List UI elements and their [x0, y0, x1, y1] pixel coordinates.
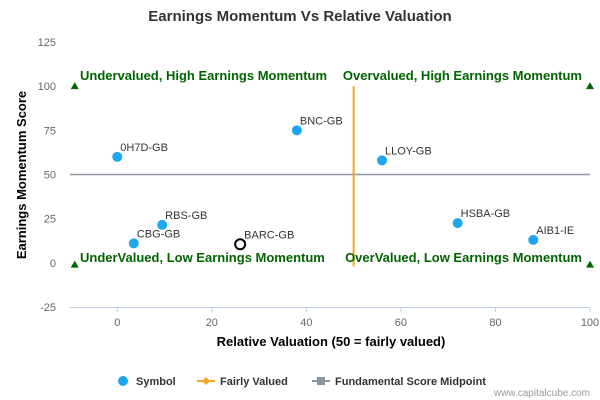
y-tick-label: 100 [38, 81, 56, 93]
corner-markers [70, 82, 594, 268]
data-points: 0H7D-GB BNC-GB LLOY-GB RBS-GB CBG-GB HSBA-GB A… [112, 115, 574, 251]
data-point-label: CBG-GB [137, 228, 180, 240]
legend-symbol-marker [118, 376, 128, 386]
y-tick-label: 75 [44, 125, 56, 137]
legend-item-midpoint[interactable]: Fundamental Score Midpoint [312, 376, 486, 388]
data-point-cbg-gb[interactable] [128, 238, 139, 249]
legend-midpoint-label: Fundamental Score Midpoint [335, 376, 486, 388]
data-point-rbs-gb[interactable] [157, 219, 168, 230]
credit-text[interactable]: www.capitalcube.com [493, 388, 590, 399]
x-tick-label: 60 [395, 317, 407, 329]
data-point-lloy-gb[interactable] [377, 155, 387, 166]
data-point-label: LLOY-GB [385, 145, 432, 157]
legend-fairly-valued-label: Fairly Valued [220, 376, 288, 388]
quadrant-label-bottom-left: UnderValued, Low Earnings Momentum [80, 250, 325, 265]
highlighted-point-label: BARC-GB [244, 229, 294, 241]
legend-item-fairly-valued[interactable]: Fairly Valued [197, 376, 288, 388]
legend-midpoint-marker [317, 377, 325, 385]
x-tick-label: 80 [489, 317, 501, 329]
x-tick-label: 40 [300, 317, 312, 329]
corner-triangle-marker [586, 260, 594, 268]
data-point-label: RBS-GB [165, 210, 207, 222]
x-tick-label: 20 [206, 317, 218, 329]
y-tick-label: 125 [38, 37, 56, 49]
data-point-aib1-ie[interactable] [528, 234, 539, 245]
y-axis-ticks: -25 0 25 50 75 100 125 [38, 37, 56, 314]
corner-triangle-marker [586, 82, 594, 90]
y-tick-label: 25 [44, 214, 56, 226]
legend: Symbol Fairly Valued Fundamental Score M… [118, 376, 486, 388]
y-tick-label: 0 [50, 258, 56, 270]
data-point-label: HSBA-GB [461, 208, 511, 220]
x-tick-label: 0 [114, 317, 120, 329]
quadrant-label-bottom-right: OverValued, Low Earnings Momentum [345, 250, 582, 265]
data-point-label: BNC-GB [300, 115, 343, 127]
legend-symbol-label: Symbol [136, 376, 176, 388]
x-axis-title: Relative Valuation (50 = fairly valued) [217, 334, 446, 349]
data-point-label: AIB1-IE [536, 225, 574, 237]
quadrant-label-top-left: Undervalued, High Earnings Momentum [80, 68, 327, 83]
y-tick-label: 50 [44, 170, 56, 182]
corner-triangle-marker [70, 260, 79, 268]
x-axis-ticks: 0 20 40 60 80 100 [114, 307, 599, 329]
legend-fairly-valued-marker [202, 377, 210, 385]
y-tick-label: -25 [40, 302, 56, 314]
highlighted-point-barc-gb[interactable] [234, 238, 247, 251]
data-point-bnc-gb[interactable] [291, 125, 302, 136]
data-point-label: 0H7D-GB [120, 142, 168, 154]
chart-title: Earnings Momentum Vs Relative Valuation [148, 8, 451, 25]
data-point-hsba-gb[interactable] [452, 218, 463, 229]
quadrant-labels: Undervalued, High Earnings Momentum Overv… [80, 68, 582, 265]
legend-item-symbol[interactable]: Symbol [118, 376, 176, 388]
corner-triangle-marker [70, 82, 79, 90]
x-tick-label: 100 [581, 317, 599, 329]
y-axis-title: Earnings Momentum Score [14, 91, 29, 259]
quadrant-label-top-right: Overvalued, High Earnings Momentum [343, 68, 582, 83]
data-point-0h7d-gb[interactable] [112, 151, 123, 162]
